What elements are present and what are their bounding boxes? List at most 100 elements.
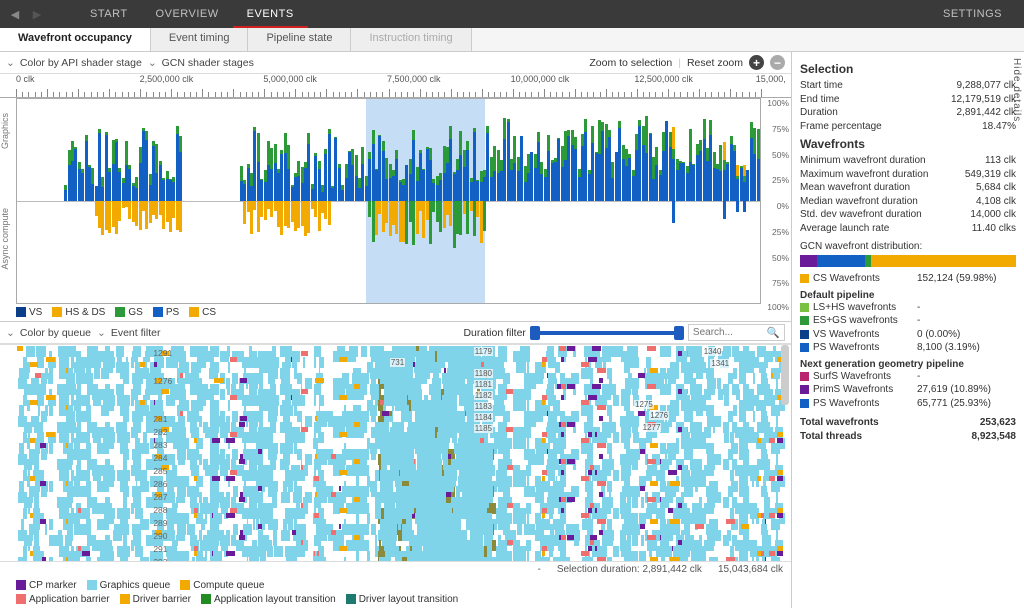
detail-row: Minimum wavefront duration113 clk — [800, 154, 1016, 168]
row-label: 287 — [153, 492, 167, 502]
wavefront-row: SurfS Wavefronts- — [800, 370, 1016, 384]
zoom-in-button[interactable]: + — [749, 55, 764, 70]
next-gen-heading: Next generation geometry pipeline — [800, 359, 1016, 370]
search-box[interactable]: 🔍 — [688, 324, 785, 341]
details-panel: Hide details Selection Start time9,288,0… — [792, 52, 1024, 608]
event-label: 1180 — [474, 369, 493, 378]
topbar-settings[interactable]: SETTINGS — [929, 2, 1016, 26]
legend-item: PS — [153, 307, 179, 318]
chevron-down-icon: ⌄ — [97, 327, 106, 339]
detail-row: Frame percentage18.47% — [800, 120, 1016, 134]
event-label: 1182 — [474, 391, 493, 400]
topbar-item-overview[interactable]: OVERVIEW — [142, 2, 233, 26]
scrollbar[interactable] — [781, 345, 789, 405]
async-axis-label: Async compute — [0, 208, 10, 270]
wavefront-chart: 0 clk2,500,000 clk5,000,000 clk7,500,000… — [0, 74, 791, 304]
wavefront-row: PS Wavefronts8,100 (3.19%) — [800, 341, 1016, 355]
detail-row: Mean wavefront duration5,684 clk — [800, 181, 1016, 195]
zoom-out-button[interactable]: − — [770, 55, 785, 70]
tab-wavefront-occupancy[interactable]: Wavefront occupancy — [0, 28, 151, 51]
wavefront-row: PrimS Wavefronts27,619 (10.89%) — [800, 383, 1016, 397]
legend-item: HS & DS — [52, 307, 105, 318]
axis-label: 10,000,000 clk — [511, 74, 570, 84]
selection-heading: Selection — [800, 62, 1016, 76]
search-input[interactable] — [693, 327, 763, 338]
row-label: 285 — [153, 466, 167, 476]
wavefront-row: VS Wavefronts0 (0.00%) — [800, 328, 1016, 342]
distribution-label: GCN wavefront distribution: — [800, 241, 1016, 252]
event-label: 1183 — [474, 402, 493, 411]
shader-legend: VSHS & DSGSPSCS — [0, 304, 791, 321]
axis-label: 7,500,000 clk — [387, 74, 441, 84]
zoom-selection-button[interactable]: Zoom to selection — [589, 57, 672, 69]
tab-event-timing[interactable]: Event timing — [151, 28, 249, 51]
timeline-footer: - Selection duration: 2,891,442 clk 15,0… — [0, 561, 791, 577]
legend-item: Application barrier — [16, 594, 110, 605]
legend-item: CP marker — [16, 580, 77, 591]
wavefront-row: ES+GS wavefronts- — [800, 314, 1016, 328]
axis-label: 12,500,000 clk — [634, 74, 693, 84]
axis-label: 15,000, — [756, 74, 786, 84]
detail-row: Total threads8,923,548 — [800, 430, 1016, 444]
row-label: 290 — [153, 531, 167, 541]
default-pipeline-heading: Default pipeline — [800, 290, 1016, 301]
shader-stage-dropdown[interactable]: ⌄GCN shader stages — [148, 57, 254, 69]
wavefronts-heading: Wavefronts — [800, 137, 1016, 151]
axis-label: 5,000,000 clk — [263, 74, 317, 84]
time-axis: 0 clk2,500,000 clk5,000,000 clk7,500,000… — [0, 74, 791, 98]
legend-item: Compute queue — [180, 580, 264, 591]
event-label: 1184 — [474, 413, 493, 422]
axis-label: 0 clk — [16, 74, 35, 84]
event-label: 1277 — [642, 423, 662, 432]
legend-item: CS — [189, 307, 216, 318]
legend-item: GS — [115, 307, 142, 318]
nav-back-icon[interactable]: ◀ — [8, 7, 22, 21]
duration-filter[interactable]: Duration filter — [463, 327, 681, 339]
tab-pipeline-state[interactable]: Pipeline state — [248, 28, 351, 51]
chevron-down-icon: ⌄ — [6, 327, 15, 339]
row-label: 1291 — [153, 348, 172, 358]
wave-toolbar: ⌄Color by API shader stage ⌄GCN shader s… — [0, 52, 791, 74]
detail-row: Maximum wavefront duration549,319 clk — [800, 168, 1016, 182]
hide-details-button[interactable]: Hide details — [1011, 58, 1022, 122]
row-label: 291 — [153, 544, 167, 554]
topbar-item-start[interactable]: START — [76, 2, 142, 26]
graphics-axis-label: Graphics — [0, 113, 10, 149]
occupancy-chart-area[interactable] — [16, 98, 761, 304]
topbar-item-events[interactable]: EVENTS — [233, 2, 308, 28]
event-label: 1340 — [703, 347, 723, 356]
detail-row: Median wavefront duration4,108 clk — [800, 195, 1016, 209]
event-label: 1276 — [649, 411, 669, 420]
row-label: 286 — [153, 479, 167, 489]
nav-fwd-icon[interactable]: ▶ — [30, 7, 44, 21]
detail-row: Duration2,891,442 clk — [800, 106, 1016, 120]
chevron-down-icon: ⌄ — [6, 57, 15, 69]
sub-tabbar: Wavefront occupancyEvent timingPipeline … — [0, 28, 1024, 52]
legend-item: Driver layout transition — [346, 594, 458, 605]
detail-row: Std. dev wavefront duration14,000 clk — [800, 208, 1016, 222]
chevron-down-icon: ⌄ — [148, 57, 157, 69]
reset-zoom-button[interactable]: Reset zoom — [687, 57, 743, 69]
color-by-dropdown[interactable]: ⌄Color by API shader stage — [6, 57, 142, 69]
total-duration-label: 15,043,684 clk — [718, 564, 783, 575]
event-timeline[interactable]: 1291127628128228328428528628728828929029… — [0, 344, 791, 561]
row-label: 281 — [153, 414, 167, 424]
wavefront-row: LS+HS wavefronts- — [800, 301, 1016, 315]
legend-item: Graphics queue — [87, 580, 171, 591]
row-label: 292 — [153, 557, 167, 561]
selection-duration-label: Selection duration: 2,891,442 clk — [557, 564, 702, 575]
event-label: 1185 — [474, 424, 493, 433]
detail-row: Average launch rate11.40 clks — [800, 222, 1016, 236]
legend-item: Driver barrier — [120, 594, 191, 605]
timeline-toolbar: ⌄Color by queue ⌄Event filter Duration f… — [0, 322, 791, 344]
row-label: 282 — [153, 427, 167, 437]
row-label: 283 — [153, 440, 167, 450]
wavefront-row: CS Wavefronts152,124 (59.98%) — [800, 272, 1016, 286]
search-icon[interactable]: 🔍 — [767, 326, 780, 339]
color-by-queue-dropdown[interactable]: ⌄Color by queue — [6, 327, 91, 339]
wavefront-row: PS Wavefronts65,771 (25.93%) — [800, 397, 1016, 411]
row-label: 1276 — [153, 376, 172, 386]
event-label: 1179 — [474, 347, 493, 356]
event-filter-dropdown[interactable]: ⌄Event filter — [97, 327, 160, 339]
tab-instruction-timing[interactable]: Instruction timing — [351, 28, 471, 51]
